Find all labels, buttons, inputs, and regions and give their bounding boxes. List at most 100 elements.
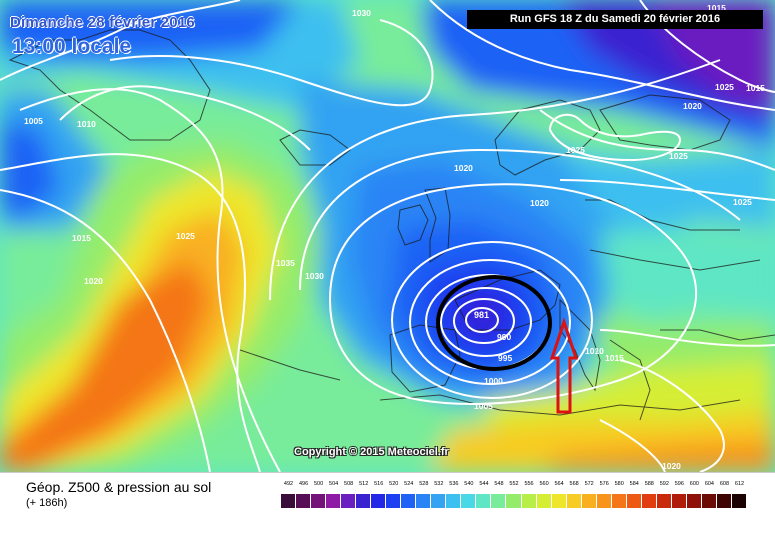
legend-value: 584 bbox=[629, 481, 639, 487]
isobar-label: 1035 bbox=[276, 258, 295, 268]
legend-swatch bbox=[596, 494, 612, 508]
isobar-label: 1000 bbox=[484, 376, 503, 386]
legend-swatch bbox=[431, 494, 447, 508]
black-circle-annotation bbox=[436, 275, 552, 371]
legend-value: 552 bbox=[509, 481, 519, 487]
legend-value: 612 bbox=[734, 481, 745, 487]
isobar-label: 1010 bbox=[77, 119, 96, 129]
isobar-label: 1025 bbox=[566, 145, 585, 155]
legend-swatch bbox=[401, 494, 417, 508]
legend-swatch bbox=[701, 494, 717, 508]
legend-value: 596 bbox=[674, 481, 684, 487]
isobar-label: 1015 bbox=[605, 353, 624, 363]
isobar-label: 1030 bbox=[305, 271, 324, 281]
legend-value: 508 bbox=[344, 481, 354, 487]
legend-swatch bbox=[521, 494, 537, 508]
model-run-title: Run GFS 18 Z du Samedi 20 février 2016 bbox=[467, 10, 763, 29]
legend-value: 564 bbox=[554, 481, 564, 487]
isobar-label: 995 bbox=[498, 353, 512, 363]
forecast-time: 13:00 locale bbox=[12, 35, 132, 58]
isobar-label: 1025 bbox=[669, 151, 688, 161]
copyright-notice: Copyright © 2015 Meteociel.fr bbox=[294, 446, 449, 458]
legend-swatch bbox=[686, 494, 702, 508]
legend-bar bbox=[281, 494, 747, 508]
isobar-label: 1010 bbox=[585, 346, 604, 356]
legend-swatch bbox=[551, 494, 567, 508]
pressure-labels: 1030 1025 1020 1015 1005 1010 1025 1035 … bbox=[24, 3, 765, 471]
isobars bbox=[0, 0, 775, 472]
legend-swatch bbox=[461, 494, 477, 508]
legend-value: 580 bbox=[614, 481, 624, 487]
legend-value: 600 bbox=[689, 481, 699, 487]
legend-value: 544 bbox=[479, 481, 489, 487]
legend-swatch bbox=[656, 494, 672, 508]
map-footer: Géop. Z500 & pression au sol (+ 186h) 49… bbox=[0, 472, 775, 538]
legend-swatch bbox=[416, 494, 432, 508]
legend-value: 540 bbox=[464, 481, 474, 487]
legend-value: 500 bbox=[313, 481, 324, 487]
legend-value: 520 bbox=[389, 481, 399, 487]
legend-swatch bbox=[326, 494, 342, 508]
legend-value: 536 bbox=[449, 481, 459, 487]
legend-value: 556 bbox=[524, 481, 534, 487]
legend-value: 592 bbox=[659, 481, 669, 487]
isobar-label: 1015 bbox=[707, 3, 726, 13]
isobar-label: 990 bbox=[497, 332, 511, 342]
legend-swatch bbox=[281, 494, 297, 508]
red-arrow-annotation bbox=[549, 317, 579, 414]
legend-value: 572 bbox=[584, 481, 594, 487]
legend-value: 604 bbox=[704, 481, 714, 487]
legend-value: 608 bbox=[719, 481, 730, 487]
legend-value: 576 bbox=[599, 481, 609, 487]
legend-value: 528 bbox=[419, 481, 429, 487]
legend-value: 532 bbox=[434, 481, 444, 487]
legend-swatch bbox=[536, 494, 552, 508]
isobar-label: 1020 bbox=[530, 198, 549, 208]
isobar-label: 1015 bbox=[746, 83, 765, 93]
legend-swatch bbox=[476, 494, 492, 508]
legend-swatch bbox=[341, 494, 357, 508]
legend-swatch bbox=[731, 494, 747, 508]
isobar-label: 1020 bbox=[683, 101, 702, 111]
legend-swatch bbox=[446, 494, 462, 508]
legend-swatch bbox=[506, 494, 522, 508]
isobar-label: 1020 bbox=[454, 163, 473, 173]
legend-swatch bbox=[356, 494, 372, 508]
legend-swatch bbox=[371, 494, 387, 508]
legend-labels: 492 496 500 504 508 512 516 520 524 528 532 536 540 5… bbox=[281, 481, 747, 492]
isobar-label: 1025 bbox=[733, 197, 752, 207]
color-legend: 492 496 500 504 508 512 516 520 524 528 532 536 540 5… bbox=[281, 481, 747, 513]
isobar-label: 1025 bbox=[176, 231, 195, 241]
legend-swatch bbox=[311, 494, 327, 508]
isobar-label: 1015 bbox=[72, 233, 91, 243]
legend-value: 548 bbox=[494, 481, 504, 487]
legend-swatch bbox=[386, 494, 402, 508]
legend-swatch bbox=[671, 494, 687, 508]
legend-value: 560 bbox=[539, 481, 549, 487]
legend-swatch bbox=[611, 494, 627, 508]
annotations bbox=[436, 275, 579, 414]
legend-swatch bbox=[626, 494, 642, 508]
isobar-label: 1030 bbox=[352, 8, 371, 18]
legend-value: 496 bbox=[298, 481, 309, 487]
legend-swatch bbox=[566, 494, 582, 508]
forecast-date: Dimanche 28 février 2016 bbox=[10, 14, 195, 31]
lead-time: (+ 186h) bbox=[26, 497, 68, 509]
isobar-label: 1020 bbox=[84, 276, 103, 286]
low-pressure-center: 981 bbox=[474, 310, 489, 320]
legend-value: 516 bbox=[374, 481, 384, 487]
legend-swatch bbox=[641, 494, 657, 508]
field-title: Géop. Z500 & pression au sol bbox=[26, 479, 212, 495]
legend-swatch bbox=[491, 494, 507, 508]
legend-value: 512 bbox=[359, 481, 369, 487]
isobar-label: 1025 bbox=[715, 82, 734, 92]
legend-value: 524 bbox=[404, 481, 414, 487]
legend-swatch bbox=[296, 494, 312, 508]
isobar-label: 1005 bbox=[474, 401, 493, 411]
legend-swatch bbox=[716, 494, 732, 508]
legend-swatch bbox=[581, 494, 597, 508]
isobar-label: 1005 bbox=[24, 116, 43, 126]
legend-value: 492 bbox=[283, 481, 294, 487]
legend-value: 588 bbox=[644, 481, 654, 487]
map-canvas: 1030 1025 1020 1015 1005 1010 1025 1035 … bbox=[0, 0, 775, 472]
